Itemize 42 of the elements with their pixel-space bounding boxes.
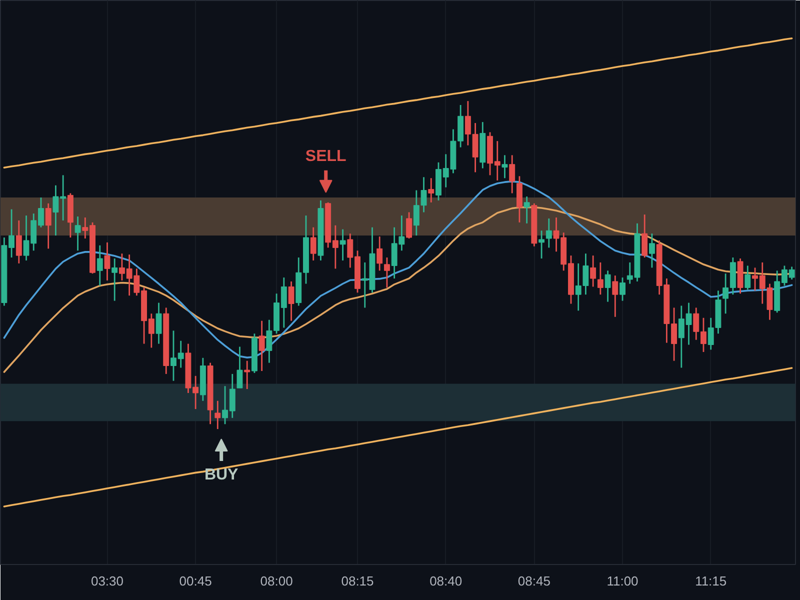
candlestick [509, 154, 516, 194]
candlestick [502, 154, 508, 179]
candlestick [16, 220, 22, 264]
candlestick [310, 226, 316, 262]
candlestick [384, 256, 390, 288]
candlestick [546, 218, 552, 248]
candlestick [214, 400, 221, 430]
candlestick [258, 320, 265, 372]
x-tick-label: 08:15 [341, 574, 374, 588]
annotation: BUY [204, 466, 239, 484]
candlestick [376, 236, 383, 272]
candlestick [45, 202, 52, 250]
x-tick-label: 08:00 [260, 574, 293, 588]
x-tick-label: 00:45 [179, 574, 212, 588]
candlestick [538, 230, 545, 260]
candlestick [406, 212, 412, 240]
candlestick [648, 232, 655, 268]
candlestick [244, 360, 250, 390]
candlestick [612, 274, 618, 318]
candlestick [597, 262, 604, 296]
x-tick-label: 08:40 [430, 574, 462, 588]
candlestick [590, 254, 596, 288]
candlestick [74, 216, 81, 252]
candlestick [288, 280, 294, 322]
annotation: SELL [305, 148, 347, 165]
candlestick [516, 175, 522, 224]
candlestick [524, 196, 530, 224]
candlestick [428, 177, 434, 204]
candlestick [340, 228, 346, 262]
candlestick [156, 302, 162, 344]
candlestick [236, 346, 243, 389]
candlestick [642, 214, 648, 258]
x-tick-label: 08:45 [518, 574, 550, 588]
candlestick [104, 242, 110, 282]
candlestick [620, 276, 626, 302]
candlestick [744, 265, 751, 290]
candlestick [604, 270, 611, 302]
candlestick [96, 244, 103, 286]
candlestick [112, 258, 118, 302]
x-tick-label: 11:00 [606, 574, 638, 588]
x-tick-label: 11:15 [695, 574, 727, 588]
x-tick-label: 03:30 [90, 574, 124, 588]
